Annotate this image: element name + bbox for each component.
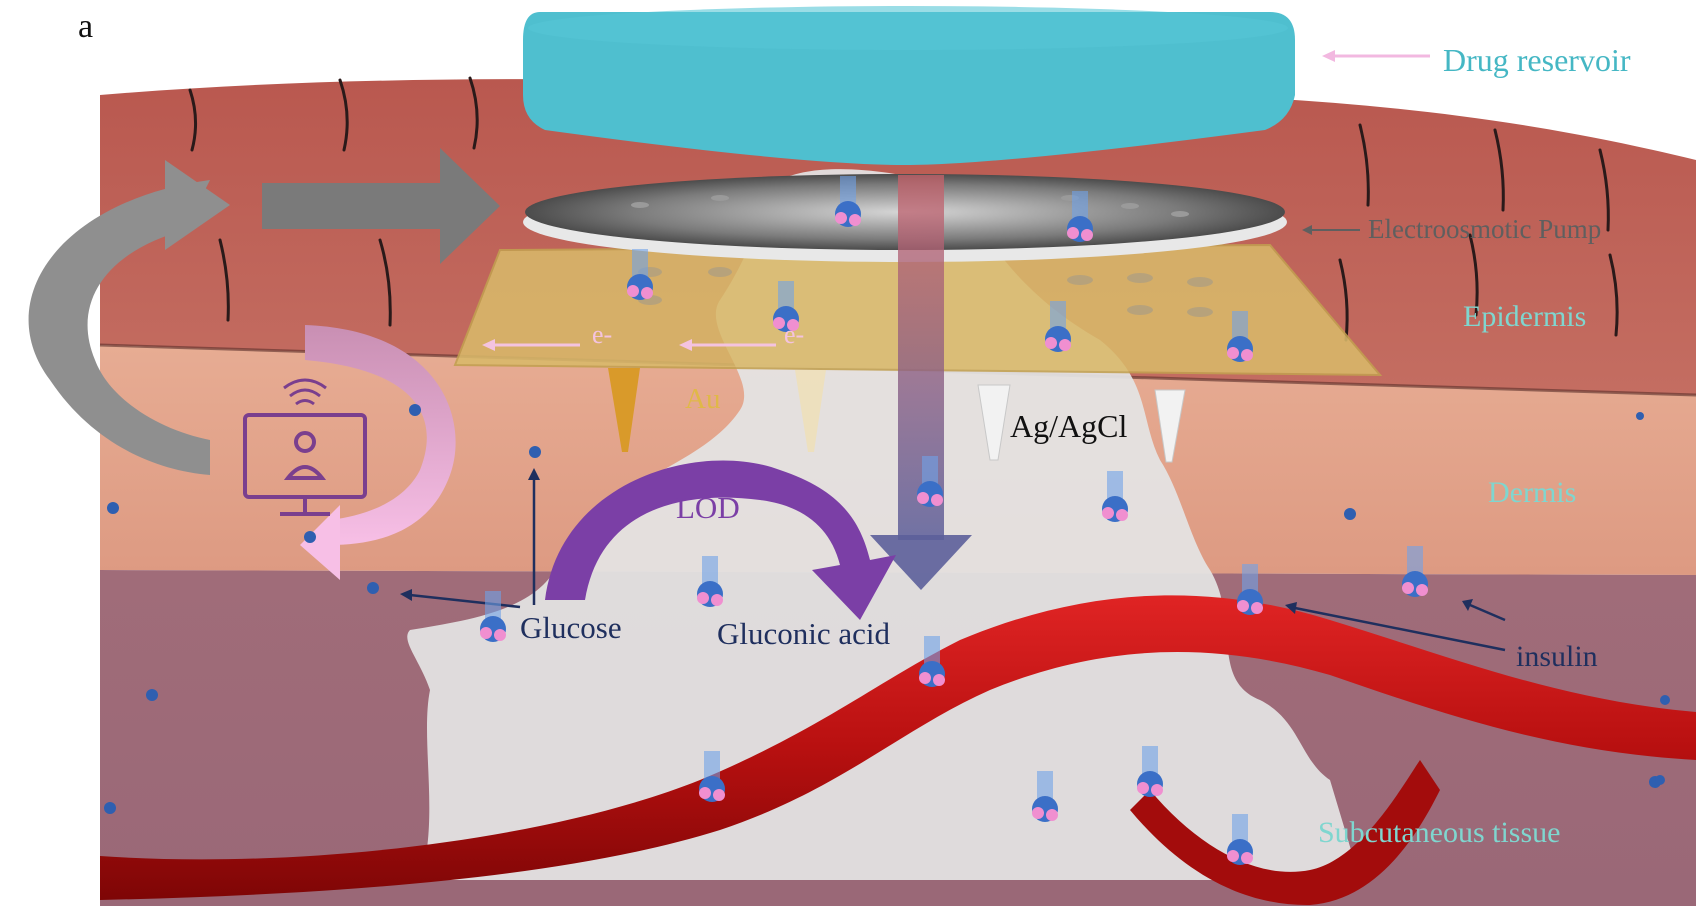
wifi-icon [283,378,327,406]
feedback-loop-arrow [28,148,500,475]
agagcl-electrode-label: Ag/AgCl [1010,408,1128,444]
electron-label: e- [592,320,613,349]
glucose-label: Glucose [520,610,622,645]
pink-feedback-arrow [300,325,456,580]
au-electrode-label: Au [685,383,721,415]
lod-enzyme-arrow [545,460,896,620]
blood-vessel [100,595,1696,900]
drug-reservoir[interactable] [523,12,1295,165]
agagcl-microneedle [1154,389,1186,463]
blood-vessel-branch [1130,760,1440,906]
au-microneedle [608,368,640,452]
subcutaneous-label: Subcutaneous tissue [1318,816,1561,849]
lod-label: LOD [676,490,740,525]
panel-label: a [78,8,94,45]
drug-reservoir-label: Drug reservoir [1443,42,1631,78]
gluconic-acid-label: Gluconic acid [717,616,891,651]
monitor-user-icon[interactable] [243,413,367,516]
agagcl-microneedle [977,384,1011,461]
dermis-label: Dermis [1488,476,1577,509]
hair-strands [188,76,1619,342]
au-microneedle-faded [795,370,826,452]
leader-arrows [482,50,1430,351]
glucose-dots [104,404,1670,814]
signal-arrows [400,468,1506,652]
electron-label: e- [784,320,805,349]
epidermis-label: Epidermis [1463,300,1587,333]
insulin-molecule-icon [480,176,1428,865]
interstitial-fluid-channel [407,169,1361,881]
electroosmotic-pump-label: Electroosmotic Pump [1368,214,1602,244]
insulin-label: insulin [1516,640,1598,673]
